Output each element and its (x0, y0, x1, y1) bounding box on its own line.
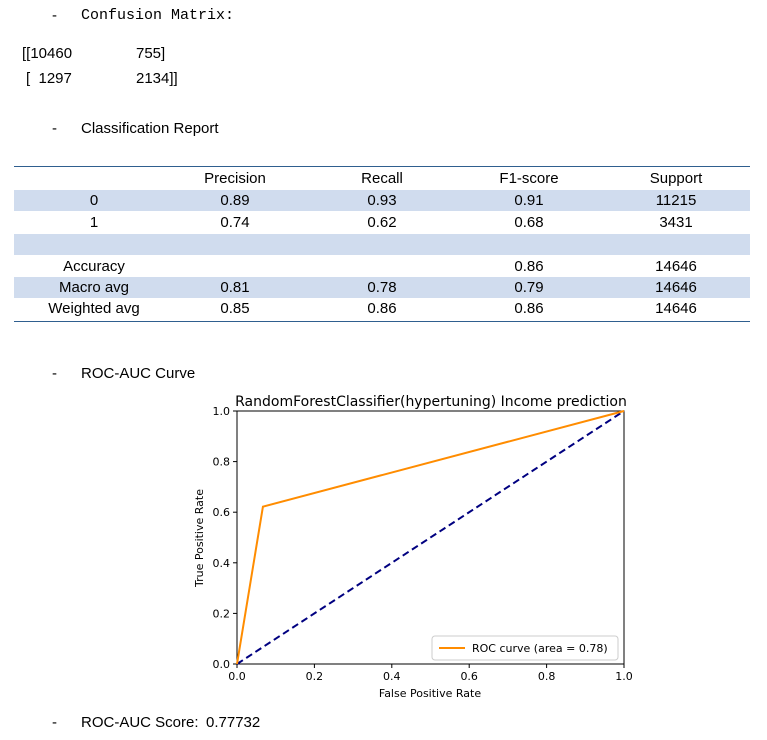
table-row: Accuracy 0.86 14646 (14, 256, 750, 277)
matrix-cell: 755] (136, 45, 166, 62)
y-tick-label: 0.8 (213, 456, 231, 469)
table-cell: Accuracy (63, 258, 125, 275)
table-cell: 14646 (655, 300, 697, 317)
table-cell: 0.79 (514, 279, 544, 296)
table-row: Weighted avg 0.85 0.86 0.86 14646 (14, 298, 750, 319)
table-cell: 1 (89, 214, 99, 231)
classification-report-title: Classification Report (81, 120, 219, 137)
roc-auc-curve-title: ROC-AUC Curve (81, 365, 196, 382)
header-cell (24, 168, 164, 189)
table-cell: 0.81 (220, 279, 250, 296)
matrix-cell: [ 1297 (26, 70, 72, 87)
roc-chart: RandomForestClassifier(hypertuning) Inco… (193, 394, 633, 700)
table-cell: 0.86 (514, 258, 544, 275)
table-cell: 14646 (655, 258, 697, 275)
y-tick-label: 1.0 (213, 405, 231, 418)
table-row: Macro avg 0.81 0.78 0.79 14646 (14, 277, 750, 298)
x-tick-label: 0.4 (383, 670, 401, 683)
confusion-matrix-title: Confusion Matrix: (81, 7, 235, 24)
y-axis-label: True Positive Rate (193, 489, 206, 588)
diagonal-reference-line (236, 410, 625, 665)
table-row (14, 234, 750, 255)
table-cell (169, 256, 301, 277)
table-cell: 0.78 (367, 279, 397, 296)
table-cell: 0 (89, 192, 99, 209)
table-cell: 0.93 (367, 192, 397, 209)
table-cell (463, 234, 595, 255)
header-cell: F1-score (499, 170, 559, 187)
y-tick-label: 0.2 (213, 607, 231, 620)
table-cell: 0.91 (514, 192, 544, 209)
bullet-dash: - (52, 7, 57, 24)
table-cell: 3431 (659, 214, 693, 231)
x-tick-label: 0.6 (460, 670, 478, 683)
matrix-cell: [[10460 (22, 45, 73, 62)
header-cell: Precision (204, 170, 266, 187)
table-cell (316, 256, 448, 277)
legend: ROC curve (area = 0.78) (431, 635, 619, 661)
table-cell: 11215 (655, 192, 697, 209)
x-tick-label: 0.2 (306, 670, 324, 683)
table-cell (24, 234, 164, 255)
x-tick-label: 0.0 (228, 670, 246, 683)
table-cell: 0.89 (220, 192, 250, 209)
y-tick-label: 0.6 (213, 506, 231, 519)
header-cell: Recall (361, 170, 403, 187)
bullet-dash: - (52, 365, 57, 382)
roc-curve-line (236, 410, 625, 665)
table-row: 1 0.74 0.62 0.68 3431 (14, 212, 750, 233)
x-tick-label: 0.8 (538, 670, 556, 683)
y-tick-label: 0.4 (213, 557, 231, 570)
roc-auc-score-value: 0.77732 (206, 714, 261, 731)
table-cell: 0.68 (514, 214, 544, 231)
table-cell (610, 234, 742, 255)
roc-auc-score-label: ROC-AUC Score: (81, 714, 199, 731)
table-cell: 0.86 (514, 300, 544, 317)
header-cell: Support (649, 170, 703, 187)
table-cell: 0.85 (220, 300, 250, 317)
table-cell (316, 234, 448, 255)
y-tick-label: 0.0 (213, 658, 231, 671)
table-cell: Weighted avg (48, 300, 140, 317)
table-top-rule (14, 166, 750, 167)
table-cell: 0.74 (220, 214, 250, 231)
table-cell: 0.62 (367, 214, 397, 231)
legend-label: ROC curve (area = 0.78) (472, 642, 608, 655)
table-cell: 14646 (655, 279, 697, 296)
bullet-dash: - (52, 120, 57, 137)
x-tick-label: 1.0 (615, 670, 633, 683)
table-cell: 0.86 (367, 300, 397, 317)
chart-title: RandomForestClassifier(hypertuning) Inco… (235, 394, 627, 410)
x-axis-label: False Positive Rate (379, 687, 481, 700)
matrix-cell: 2134]] (136, 70, 178, 87)
table-bottom-rule (14, 321, 750, 322)
table-cell: Macro avg (58, 279, 130, 296)
table-cell (169, 234, 301, 255)
table-row: 0 0.89 0.93 0.91 11215 (14, 190, 750, 211)
bullet-dash: - (52, 714, 57, 731)
table-header-row: Precision Recall F1-score Support (14, 168, 750, 189)
